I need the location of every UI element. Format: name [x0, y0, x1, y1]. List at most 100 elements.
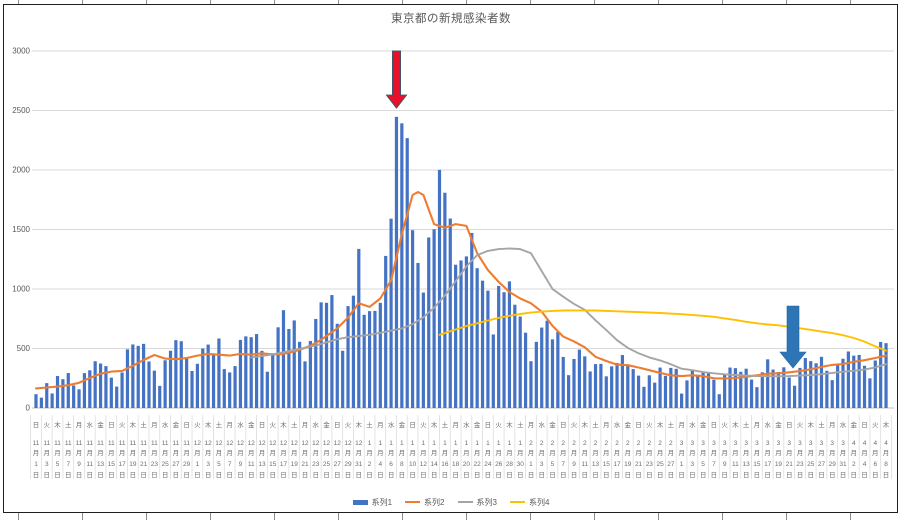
series1-bar[interactable]	[319, 302, 323, 408]
series1-bar[interactable]	[733, 368, 737, 408]
series1-bar[interactable]	[346, 306, 350, 408]
series1-bar[interactable]	[201, 348, 205, 409]
series1-bar[interactable]	[152, 370, 156, 408]
series1-bar[interactable]	[480, 280, 485, 408]
series1-bar[interactable]	[636, 375, 641, 408]
series1-bar[interactable]	[421, 292, 425, 408]
series1-bar[interactable]	[389, 218, 393, 408]
series1-bar[interactable]	[351, 295, 356, 408]
series1-bar[interactable]	[115, 386, 119, 408]
series1-bar[interactable]	[281, 310, 286, 408]
series1-bar[interactable]	[620, 355, 625, 408]
series1-bar[interactable]	[792, 385, 797, 408]
series1-bar[interactable]	[357, 248, 361, 408]
series1-bar[interactable]	[238, 339, 243, 408]
series1-bar[interactable]	[136, 345, 140, 408]
series1-bar[interactable]	[330, 295, 334, 408]
series1-bar[interactable]	[195, 363, 199, 408]
series1-bar[interactable]	[663, 375, 668, 408]
series1-bar[interactable]	[72, 385, 76, 408]
series1-bar[interactable]	[491, 334, 495, 408]
series1-bar[interactable]	[437, 169, 442, 408]
series1-bar[interactable]	[287, 328, 291, 408]
series1-bar[interactable]	[868, 378, 872, 408]
series1-bar[interactable]	[728, 367, 732, 408]
series1-bar[interactable]	[211, 354, 216, 408]
chart-title[interactable]: 東京都の新規感染者数	[391, 13, 511, 25]
series1-bar[interactable]	[798, 367, 802, 408]
series1-bar[interactable]	[244, 336, 248, 408]
series1-bar[interactable]	[190, 370, 194, 408]
series1-bar[interactable]	[744, 368, 748, 408]
series1-bar[interactable]	[604, 376, 608, 408]
series1-bar[interactable]	[819, 356, 824, 408]
series1-bar[interactable]	[696, 374, 700, 408]
series1-bar[interactable]	[787, 377, 791, 408]
series1-bar[interactable]	[631, 369, 635, 408]
series1-bar[interactable]	[88, 370, 92, 408]
series1-bar[interactable]	[809, 361, 813, 408]
series1-bar[interactable]	[174, 340, 178, 408]
series1-bar[interactable]	[292, 320, 296, 408]
series1-bar[interactable]	[653, 382, 657, 408]
series1-bar[interactable]	[416, 262, 420, 408]
series1-bar[interactable]	[265, 371, 269, 408]
series1-bar[interactable]	[723, 373, 727, 408]
series1-bar[interactable]	[739, 371, 743, 408]
series1-bar[interactable]	[271, 353, 275, 408]
series1-bar[interactable]	[814, 363, 818, 408]
series1-bar[interactable]	[98, 363, 103, 408]
series1-bar[interactable]	[308, 341, 312, 408]
series1-bar[interactable]	[168, 350, 173, 408]
series1-bar[interactable]	[534, 341, 538, 408]
series1-bar[interactable]	[717, 394, 721, 408]
series1-bar[interactable]	[303, 361, 307, 408]
series1-bar[interactable]	[577, 349, 581, 408]
series1-bar[interactable]	[109, 377, 113, 408]
series1-bar[interactable]	[776, 371, 781, 408]
series1-bar[interactable]	[588, 371, 592, 408]
series1-bar[interactable]	[626, 365, 630, 408]
series1-bar[interactable]	[669, 367, 673, 408]
series1-bar[interactable]	[529, 361, 533, 408]
series1-bar[interactable]	[862, 365, 867, 408]
series1-bar[interactable]	[470, 232, 474, 408]
series1-bar[interactable]	[497, 285, 501, 408]
legend-item-2[interactable]: 系列2	[405, 497, 445, 508]
series1-bar[interactable]	[362, 314, 366, 408]
series1-bar[interactable]	[755, 387, 759, 408]
series1-bar[interactable]	[125, 349, 130, 408]
series2-line[interactable]	[34, 190, 888, 390]
series1-bar[interactable]	[583, 356, 587, 408]
series1-bar[interactable]	[249, 337, 253, 408]
series1-bar[interactable]	[567, 375, 571, 408]
series1-bar[interactable]	[658, 367, 662, 408]
legend-item-4[interactable]: 系列4	[509, 497, 549, 508]
series1-bar[interactable]	[610, 366, 614, 408]
series1-bar[interactable]	[260, 350, 264, 408]
series1-bar[interactable]	[459, 260, 463, 408]
series1-bar[interactable]	[749, 379, 754, 408]
series1-bar[interactable]	[45, 383, 49, 408]
series1-bar[interactable]	[367, 311, 372, 408]
series1-bar[interactable]	[464, 256, 468, 408]
series1-bar[interactable]	[830, 380, 834, 408]
series1-bar[interactable]	[884, 343, 888, 408]
series1-bar[interactable]	[803, 358, 807, 408]
series1-bar[interactable]	[411, 230, 415, 408]
series1-bar[interactable]	[341, 350, 345, 408]
series1-bar[interactable]	[400, 123, 404, 409]
series1-bar[interactable]	[873, 360, 877, 408]
series1-bar[interactable]	[615, 363, 619, 408]
series1-bar[interactable]	[561, 356, 565, 408]
series1-bar[interactable]	[66, 373, 70, 408]
series1-bar[interactable]	[427, 237, 431, 408]
series1-bar[interactable]	[104, 366, 108, 408]
series1-bar[interactable]	[314, 318, 318, 408]
series1-bar[interactable]	[701, 372, 705, 408]
series1-bar[interactable]	[217, 338, 221, 408]
series1-bar[interactable]	[760, 372, 764, 408]
series1-bar[interactable]	[120, 372, 124, 408]
series1-bar[interactable]	[841, 358, 845, 408]
series1-bar[interactable]	[540, 327, 544, 408]
